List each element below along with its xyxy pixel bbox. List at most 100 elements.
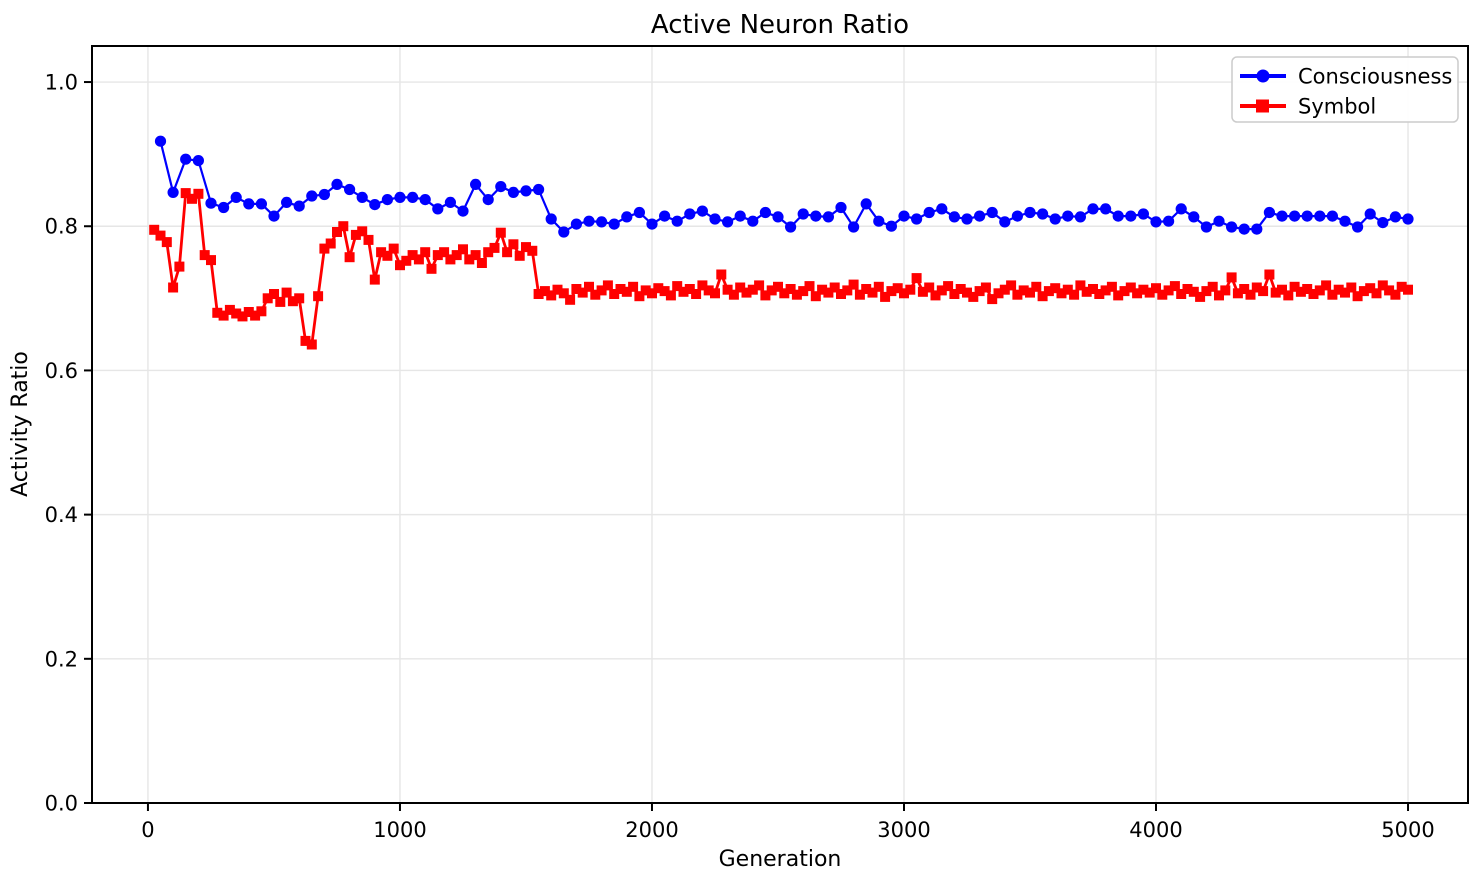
data-point-square — [993, 288, 1004, 299]
data-point-circle — [381, 194, 393, 206]
data-point-square — [899, 288, 909, 299]
data-point-circle — [180, 153, 192, 165]
grid-lines — [92, 46, 1468, 804]
data-point-circle — [1238, 223, 1250, 235]
x-tick-label: 1000 — [373, 818, 426, 842]
data-point-square — [1094, 289, 1105, 299]
data-point-circle — [1389, 211, 1401, 223]
data-point-square — [237, 311, 248, 322]
axes — [84, 45, 1469, 811]
data-point-square — [1176, 289, 1187, 299]
data-point-square — [439, 247, 450, 258]
data-point-circle — [1074, 211, 1086, 223]
data-point-square — [1195, 291, 1206, 302]
data-point-square — [388, 243, 399, 254]
data-point-circle — [255, 198, 267, 210]
data-point-square — [987, 294, 998, 305]
data-point-square — [199, 250, 210, 261]
data-point-square — [187, 193, 197, 204]
data-point-square — [413, 254, 424, 265]
data-point-circle — [1011, 210, 1024, 222]
data-point-square — [1169, 281, 1180, 292]
x-tick-label: 3000 — [877, 818, 930, 842]
data-point-square — [621, 286, 632, 297]
y-tick-label: 0.0 — [45, 792, 78, 816]
data-point-circle — [369, 199, 381, 211]
data-point-square — [319, 243, 330, 254]
data-point-square — [1365, 283, 1376, 294]
data-point-square — [382, 250, 393, 261]
data-point-circle — [1175, 203, 1187, 215]
data-point-square — [1377, 280, 1388, 291]
data-point-square — [1188, 286, 1199, 297]
data-point-square — [1132, 288, 1143, 299]
data-point-square — [962, 287, 972, 298]
data-point-square — [558, 288, 569, 299]
data-point-circle — [1137, 208, 1149, 220]
data-point-circle — [722, 216, 734, 228]
legend-entry-consciousness: Consciousness — [1240, 65, 1452, 89]
data-point-square — [804, 281, 815, 292]
data-point-square — [886, 286, 897, 297]
y-tick-label: 0.2 — [45, 647, 78, 671]
data-point-square — [502, 247, 513, 258]
data-point-circle — [570, 218, 583, 230]
data-point-square — [785, 284, 796, 294]
data-point-circle — [1150, 216, 1162, 228]
data-point-circle — [1226, 221, 1238, 233]
data-point-square — [823, 287, 834, 298]
data-point-circle — [419, 194, 431, 206]
data-point-square — [716, 269, 727, 280]
data-point-square — [1006, 280, 1017, 291]
chart-title: Active Neuron Ratio — [651, 10, 909, 40]
data-point-circle — [1251, 223, 1263, 235]
data-point-square — [546, 290, 557, 301]
data-point-square — [1390, 289, 1401, 300]
legend-label: Consciousness — [1298, 65, 1452, 89]
data-point-square — [1232, 288, 1243, 299]
legend-marker-circle — [1256, 69, 1270, 83]
data-point-square — [1277, 284, 1287, 295]
data-point-circle — [331, 178, 343, 190]
y-tick-label: 0.8 — [45, 215, 78, 239]
data-point-square — [1220, 285, 1231, 296]
data-point-circle — [671, 215, 683, 227]
data-point-circle — [205, 197, 217, 209]
data-point-square — [747, 284, 758, 295]
data-point-square — [161, 237, 172, 248]
consciousness-series — [154, 135, 1414, 238]
data-point-square — [1321, 280, 1332, 291]
data-point-square — [300, 335, 311, 346]
data-point-square — [829, 282, 840, 293]
data-point-circle — [482, 194, 494, 206]
data-point-square — [527, 245, 538, 256]
data-point-square — [659, 286, 670, 297]
data-point-square — [672, 281, 683, 292]
data-point-square — [325, 238, 336, 249]
data-point-circle — [306, 190, 318, 202]
data-point-square — [697, 280, 708, 291]
data-point-circle — [1100, 203, 1112, 215]
data-point-circle — [1125, 210, 1137, 222]
data-point-square — [1340, 287, 1350, 298]
data-point-square — [306, 339, 317, 350]
data-point-square — [1214, 290, 1224, 301]
data-point-square — [231, 308, 242, 319]
data-point-square — [281, 287, 292, 298]
data-point-square — [1251, 282, 1262, 293]
data-point-square — [791, 289, 802, 300]
data-point-circle — [822, 211, 835, 223]
data-point-square — [678, 286, 689, 297]
data-point-circle — [810, 210, 822, 222]
data-point-square — [174, 261, 185, 272]
data-point-square — [1088, 284, 1098, 294]
data-point-circle — [230, 191, 242, 203]
data-point-square — [1384, 285, 1395, 296]
legend-box — [1231, 56, 1459, 123]
data-point-square — [1327, 289, 1338, 300]
data-point-square — [615, 284, 626, 294]
data-point-square — [1037, 291, 1048, 302]
data-point-square — [445, 254, 456, 265]
data-point-square — [464, 254, 475, 265]
